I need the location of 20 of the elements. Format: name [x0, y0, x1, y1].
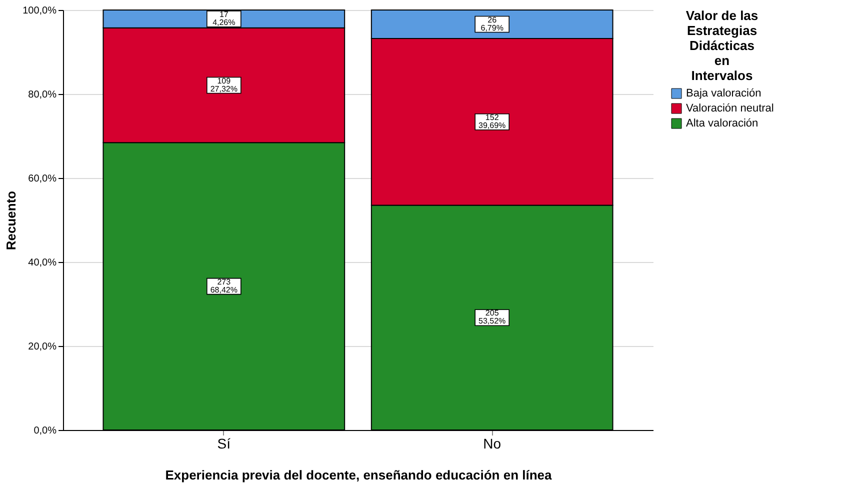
y-tick-label: 20,0% — [28, 342, 57, 352]
legend-label: Alta valoración — [686, 118, 758, 130]
legend-label: Valoración neutral — [686, 102, 774, 114]
data-label: 273 68,42% — [210, 277, 238, 294]
y-tick-label: 60,0% — [28, 174, 57, 184]
data-label: 152 39,69% — [478, 112, 506, 130]
x-axis-title: Experiencia previa del docente, enseñando educación en línea — [165, 468, 553, 482]
y-tick-label: 80,0% — [28, 90, 57, 100]
x-tick-label: Sí — [217, 436, 231, 452]
data-label: 109 27,32% — [210, 76, 238, 94]
data-label: 17 4,26% — [212, 10, 236, 27]
legend-label: Baja valoración — [686, 88, 762, 100]
y-tick-label: 40,0% — [28, 258, 57, 268]
data-label: 205 53,52% — [478, 308, 506, 326]
data-label: 26 6,79% — [480, 15, 504, 32]
y-axis-title: Recuento — [4, 190, 19, 250]
y-tick-label: 100,0% — [22, 6, 57, 16]
legend-title: Valor de las Estrategias Didácticas en Intervalos — [686, 8, 758, 83]
y-tick-label: 0,0% — [34, 426, 57, 436]
x-tick-label: No — [483, 436, 502, 452]
